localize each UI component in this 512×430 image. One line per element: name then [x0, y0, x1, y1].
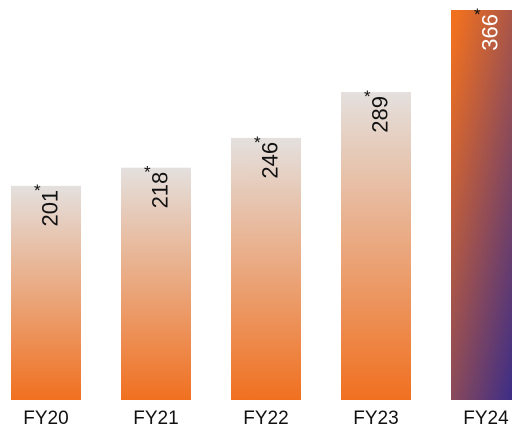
- bars-group: [11, 10, 512, 401]
- x-axis-ticks: FY20 FY21 FY22 FY23 FY24: [23, 408, 509, 429]
- x-tick-label: FY24: [463, 408, 509, 429]
- asterisk-marker: *: [364, 87, 371, 106]
- labels-group: 201* 218* 246*289*366*: [34, 5, 503, 227]
- value-label-fy20: 201: [38, 190, 63, 227]
- asterisk-marker: *: [474, 5, 481, 24]
- asterisk-marker: *: [254, 133, 261, 152]
- x-tick-label: FY21: [133, 408, 178, 429]
- bar-fy24: [451, 10, 512, 400]
- x-tick-label: FY20: [23, 408, 68, 429]
- asterisk-marker: *: [34, 181, 41, 200]
- value-label-fy23: 289: [368, 96, 393, 133]
- value-label-fy24: 366: [478, 14, 503, 51]
- value-label-fy22: 246: [258, 142, 283, 179]
- asterisk-marker: *: [144, 163, 151, 182]
- bar-fy21: [121, 167, 191, 400]
- x-tick-label: FY22: [243, 408, 288, 429]
- bar-fy23: [341, 92, 411, 400]
- x-tick-label: FY23: [353, 408, 398, 429]
- bar-fy22: [231, 137, 301, 401]
- bar-fy20: [11, 185, 81, 400]
- value-label-fy21: 218: [148, 172, 173, 209]
